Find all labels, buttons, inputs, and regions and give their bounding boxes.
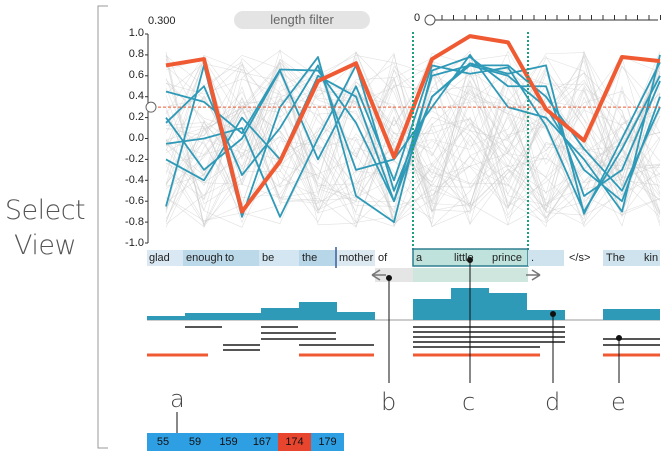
hist-bar [261,308,299,320]
length-slider-ticks [441,15,661,20]
annotation-a: a [170,385,185,413]
hist-bar [223,313,261,320]
token-end-of-sentence[interactable]: </s> [569,252,591,264]
length-filter-button[interactable]: length filter [234,11,370,29]
token-period[interactable]: . [531,252,535,264]
hist-bar [603,309,660,320]
annotation-e: e [611,388,626,416]
annotation-c: c [462,388,476,416]
threshold-value: 0.300 [148,15,176,27]
histogram-bars [147,288,660,320]
side-label-select: Select [4,195,86,226]
y-tick-label: -0.4 [125,174,144,186]
hist-bar [299,302,337,320]
length-min-label: 0 [414,12,421,24]
token-enough[interactable]: enough [186,252,223,264]
index-cell-highlight[interactable]: 174 [278,433,311,451]
annotation-b: b [381,388,397,416]
annotation-d: d [545,388,561,416]
y-tick-label: -0.8 [125,216,144,228]
drag-zone-left[interactable] [375,268,413,282]
background-line [165,68,661,184]
threshold-handle[interactable] [145,101,157,113]
token-be[interactable]: be [262,252,275,264]
view-bracket [97,5,108,449]
background-line [165,54,661,224]
index-cell[interactable]: 167 [246,433,278,451]
hist-bar [185,313,223,320]
left-arrow-icon[interactable] [371,269,386,281]
right-arrow-icon[interactable] [526,269,541,281]
token-bg-be [259,250,299,266]
background-line [165,51,661,227]
y-tick-label: 0.8 [128,48,144,60]
background-line [165,50,661,228]
hist-bar [527,310,565,320]
y-tick-label: 0.0 [128,132,144,144]
length-slider-handle[interactable] [424,14,436,26]
annotation-pointers [174,257,622,445]
token-The[interactable]: The [606,252,625,264]
series-line [165,64,661,203]
y-tick-label: 1.0 [128,27,144,39]
token-the[interactable]: the [302,252,318,264]
y-tick-label: 0.4 [128,90,144,102]
index-cell[interactable]: 55 [147,433,179,451]
selection-index-bar: 55 59 159 167 174 179 [147,433,344,451]
pointer-d-dot [550,311,556,317]
y-tick-label: 0.6 [128,69,144,81]
y-tick-label: -0.2 [125,153,144,165]
hist-bar [337,312,375,320]
index-cell[interactable]: 59 [179,433,211,451]
token-mother[interactable]: mother [339,252,374,264]
series-line [165,64,661,218]
background-line [165,104,661,216]
token-bg-period [528,250,564,266]
token-to[interactable]: to [225,252,235,264]
token-bg-the-kin [603,250,660,266]
hist-bar [413,299,451,320]
pointer-b-dot [386,275,392,281]
token-bg-mother [335,250,375,266]
token-a[interactable]: a [416,252,423,264]
background-line [165,63,661,210]
index-cell[interactable]: 179 [311,433,344,451]
y-tick-marks [145,33,148,244]
series-line [165,56,661,224]
pointer-e-dot [616,335,622,341]
token-prince[interactable]: prince [492,252,522,264]
token-kin[interactable]: kin [644,252,659,264]
token-bg-enough-to [183,250,259,266]
background-line [165,56,661,223]
side-label-view: View [13,230,77,261]
y-tick-label: 0.2 [128,111,144,123]
hist-bar [147,316,185,320]
token-glad[interactable]: glad [149,252,170,264]
index-cell[interactable]: 159 [211,433,246,451]
pointer-c-dot [467,257,473,263]
token-of[interactable]: of [378,252,388,264]
token-bg-the [299,250,335,266]
segment-bars [147,326,660,357]
series-line [165,64,661,213]
y-tick-label: -1.0 [125,237,144,249]
hist-bar [489,293,527,320]
y-tick-label: -0.6 [125,195,144,207]
token-bg-glad [147,250,183,266]
token-little[interactable]: little [454,252,474,264]
